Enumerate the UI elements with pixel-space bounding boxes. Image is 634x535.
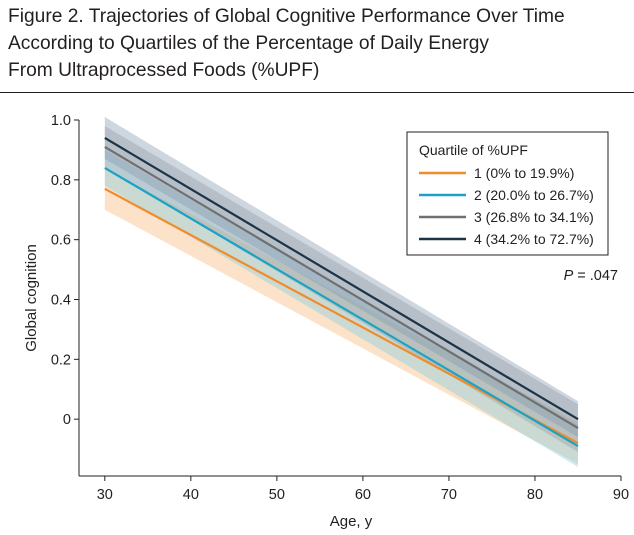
trajectory-line-quartile-2 [104, 166, 579, 448]
trajectory-lines [104, 136, 579, 448]
x-tick-label: 90 [613, 487, 629, 503]
x-tick-label: 40 [183, 487, 199, 503]
x-tick-label: 50 [269, 487, 285, 503]
x-tick-label: 60 [355, 487, 371, 503]
x-tick-label: 80 [527, 487, 543, 503]
legend-label-quartile-1: 1 (0% to 19.9%) [474, 165, 574, 181]
y-tick-label: 0 [63, 412, 71, 428]
ci-band-quartile-2 [104, 149, 579, 467]
chart-axes: 0 0.2 0.4 0.6 0.8 1.0 30 40 50 60 70 80 90 [51, 113, 629, 503]
trajectory-line-quartile-3 [104, 145, 579, 430]
legend-label-quartile-4: 4 (34.2% to 72.7%) [474, 231, 594, 247]
figure-title-line-2: According to Quartiles of the Percentage… [8, 33, 490, 54]
legend-label-quartile-2: 2 (20.0% to 26.7%) [474, 187, 594, 203]
y-axis-label: Global cognition [23, 244, 40, 352]
x-tick-label: 30 [97, 487, 113, 503]
y-tick-label: 0.6 [51, 233, 71, 249]
y-tick-label: 0.4 [51, 292, 71, 308]
trajectory-line-quartile-4 [104, 136, 579, 421]
x-axis-label: Age, y [330, 513, 373, 530]
p-value-annotation: P = .047 [564, 268, 618, 284]
y-tick-label: 1.0 [51, 113, 71, 129]
figure-title-line-1: Figure 2. Trajectories of Global Cogniti… [8, 6, 565, 27]
title-divider [0, 92, 634, 93]
legend-box [406, 131, 609, 256]
figure-title: Figure 2. Trajectories of Global Cogniti… [8, 3, 628, 84]
legend-title: Quartile of %UPF [419, 142, 528, 158]
y-tick-label: 0.8 [51, 173, 71, 189]
chart-legend: Quartile of %UPF 1 (0% to 19.9%) 2 (20.0% … [406, 131, 609, 256]
figure-title-line-3: From Ultraprocessed Foods (%UPF) [8, 60, 320, 81]
y-tick-label: 0.2 [51, 352, 71, 368]
legend-label-quartile-3: 3 (26.8% to 34.1%) [474, 209, 594, 225]
x-tick-label: 70 [441, 487, 457, 503]
